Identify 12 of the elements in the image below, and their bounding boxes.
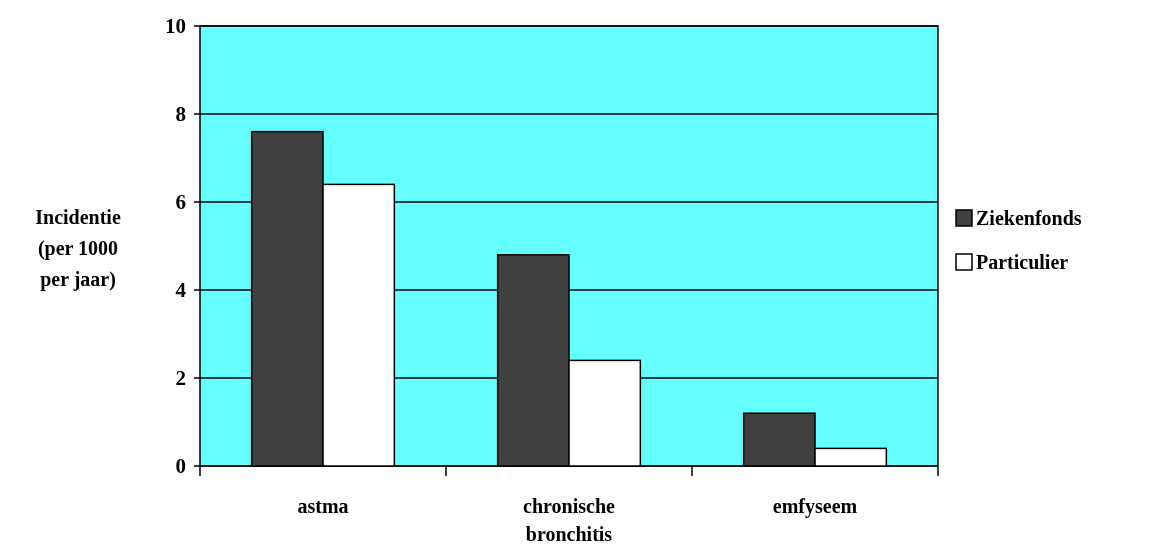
x-tick-label: emfyseem [772,495,858,518]
x-tick-label: astma [297,495,349,517]
y-tick-label: 6 [175,190,186,215]
x-tick-label: chronische bronchitis [523,495,616,545]
y-tick-label: 8 [175,102,186,127]
legend-label: Particulier [976,251,1069,273]
y-tick-label: 4 [175,278,187,303]
y-tick-label: 2 [175,366,186,391]
legend-label: Ziekenfonds [976,207,1082,229]
y-axis-title: Incidentie (per 1000 per jaar) [35,206,121,291]
y-tick-label: 0 [175,454,186,479]
y-tick-label: 10 [165,14,186,39]
